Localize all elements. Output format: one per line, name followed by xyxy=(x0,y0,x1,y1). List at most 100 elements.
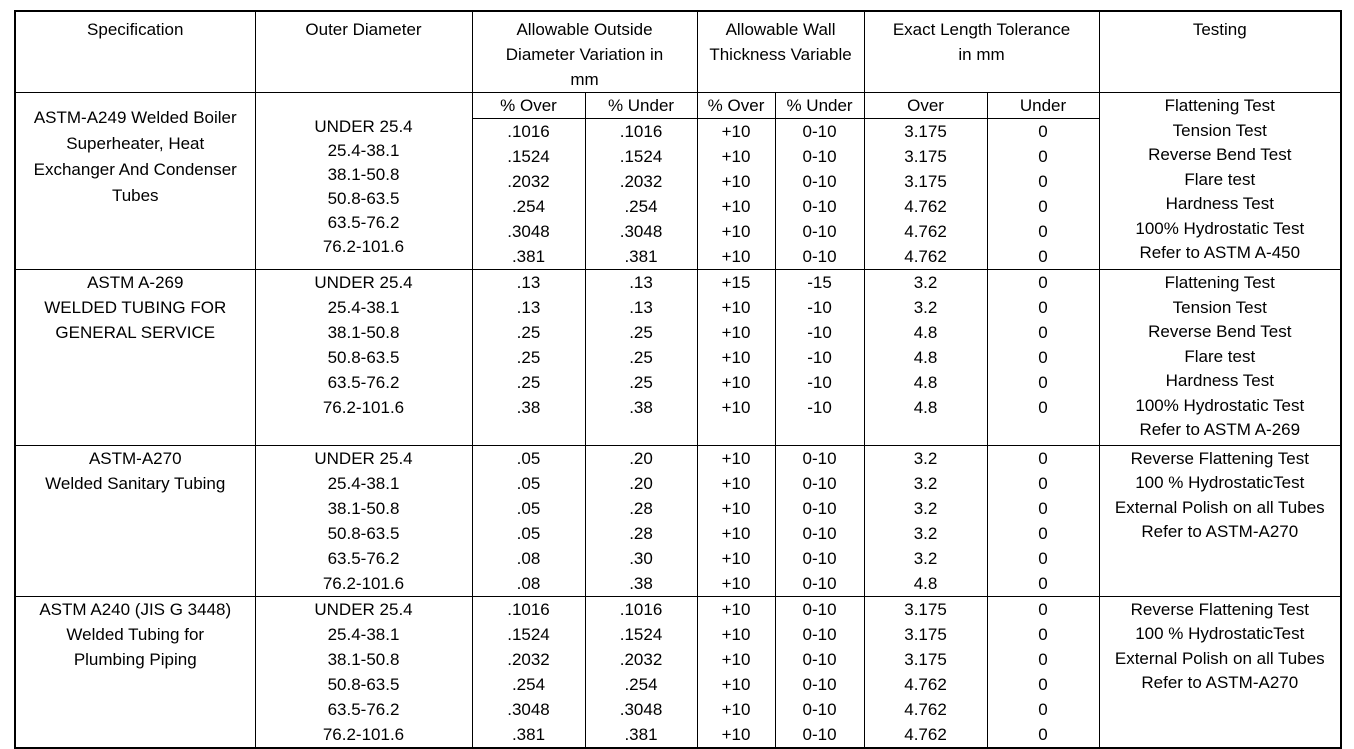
data-cell: .38 xyxy=(471,395,586,420)
data-cell: 0 xyxy=(986,621,1100,647)
data-cell: 0 xyxy=(986,470,1100,496)
table-row: .3048.3048 +10 0-10 4.762 0 xyxy=(15,219,1341,244)
data-cell: .381 xyxy=(584,721,698,748)
data-cell: +10 xyxy=(696,169,776,194)
data-cell: +10 xyxy=(696,194,776,219)
table-row: 76.2-101.6.08.38 +10 0-10 4.8 0 xyxy=(15,570,1341,596)
table-row: 50.8-63.5.25.25 +10 -10 4.8 0 xyxy=(15,345,1341,370)
data-cell: -10 xyxy=(774,395,865,420)
data-cell: 0-10 xyxy=(774,169,865,194)
table-row: 25.4-38.1.05.20 +10 0-10 3.2 0 xyxy=(15,470,1341,496)
tubing-specs-table: Specification Outer Diameter Allowable O… xyxy=(14,10,1343,749)
data-cell: 3.175 xyxy=(863,169,988,194)
data-cell: 0 xyxy=(986,194,1100,219)
data-cell: 0 xyxy=(986,370,1100,395)
data-cell: 0-10 xyxy=(774,696,865,722)
data-cell: 4.8 xyxy=(863,570,988,596)
od-cell: 63.5-76.2 xyxy=(254,370,473,395)
data-cell: .20 xyxy=(584,470,698,496)
table-row: 63.5-76.2.08.30 +10 0-10 3.2 0 xyxy=(15,545,1341,571)
od-header-cell: Outer Diameter xyxy=(254,11,473,93)
data-cell: 3.175 xyxy=(863,621,988,647)
table-header-row: Specification Outer Diameter Allowable O… xyxy=(14,11,1342,93)
data-cell: +10 xyxy=(696,219,776,244)
data-cell: 0-10 xyxy=(774,470,865,496)
table-row: 25.4-38.1.1524.1524 +10 0-10 3.175 0 xyxy=(15,621,1341,647)
od-cell: 63.5-76.2 xyxy=(254,696,473,722)
data-cell: +10 xyxy=(696,495,776,521)
data-cell: 4.762 xyxy=(863,194,988,219)
data-cell: .254 xyxy=(471,194,586,219)
subheader-cell: Over xyxy=(863,92,988,119)
od-cell xyxy=(254,420,473,445)
data-cell: 4.762 xyxy=(863,696,988,722)
data-cell: 0 xyxy=(986,696,1100,722)
data-cell: 0 xyxy=(986,118,1100,144)
data-cell: .1016 xyxy=(471,595,586,622)
data-cell: .2032 xyxy=(584,646,698,672)
data-cell: +10 xyxy=(696,545,776,571)
data-cell: .254 xyxy=(584,194,698,219)
data-cell: 4.8 xyxy=(863,320,988,345)
data-cell: .381 xyxy=(471,721,586,748)
data-cell: .3048 xyxy=(471,219,586,244)
data-cell: 3.2 xyxy=(863,495,988,521)
table-body: ASTM-A249 Welded Boiler Superheater, Hea… xyxy=(14,92,1342,748)
od-cell: UNDER 25.4 xyxy=(254,269,473,295)
spec-cell: ASTM-A249 Welded Boiler Superheater, Hea… xyxy=(14,92,256,270)
data-cell: 0-10 xyxy=(774,444,865,471)
data-cell: -10 xyxy=(774,345,865,370)
data-cell: +10 xyxy=(696,345,776,370)
data-cell: -10 xyxy=(774,370,865,395)
data-cell: .05 xyxy=(471,444,586,471)
data-cell: .3048 xyxy=(584,219,698,244)
data-cell: .05 xyxy=(471,495,586,521)
data-cell: .25 xyxy=(584,345,698,370)
data-cell: +10 xyxy=(696,444,776,471)
table-row xyxy=(15,420,1341,445)
table-row: 50.8-63.5.05.28 +10 0-10 3.2 0 xyxy=(15,520,1341,546)
data-cell: .13 xyxy=(584,269,698,295)
data-cell: .25 xyxy=(471,345,586,370)
od-cell: 25.4-38.1 xyxy=(254,470,473,496)
data-cell: +10 xyxy=(696,696,776,722)
data-cell xyxy=(863,420,988,445)
data-cell: 0-10 xyxy=(774,244,865,270)
data-cell: .1524 xyxy=(471,144,586,169)
data-cell: .25 xyxy=(584,370,698,395)
data-cell: +10 xyxy=(696,570,776,596)
testing-header-cell: Testing xyxy=(1098,11,1342,93)
data-cell: 0 xyxy=(986,671,1100,697)
data-cell: +10 xyxy=(696,320,776,345)
data-cell: .254 xyxy=(584,671,698,697)
data-cell: 0 xyxy=(986,219,1100,244)
data-cell: 3.2 xyxy=(863,444,988,471)
data-cell: .25 xyxy=(471,370,586,395)
table-row: .1524.1524 +10 0-10 3.175 0 xyxy=(15,144,1341,169)
data-cell: .38 xyxy=(584,395,698,420)
testing-cell: Reverse Flattening Test 100 % Hydrostati… xyxy=(1098,444,1342,596)
od-cell: 38.1-50.8 xyxy=(254,495,473,521)
data-cell: 0-10 xyxy=(774,194,865,219)
data-cell: 0 xyxy=(986,545,1100,571)
data-cell: 0 xyxy=(986,444,1100,471)
adv-group-header: Allowable Outside Diameter Variation in … xyxy=(471,11,698,93)
data-cell: .13 xyxy=(471,295,586,320)
data-cell: .13 xyxy=(471,269,586,295)
data-cell: .13 xyxy=(584,295,698,320)
data-cell: 0-10 xyxy=(774,219,865,244)
spec-cell: ASTM A240 (JIS G 3448) Welded Tubing for… xyxy=(14,595,256,748)
subheader-cell: % Under xyxy=(584,92,698,119)
data-cell: .05 xyxy=(471,520,586,546)
data-cell: 0 xyxy=(986,169,1100,194)
data-cell: +10 xyxy=(696,295,776,320)
table-row: ASTM-A270 Welded Sanitary Tubing UNDER 25… xyxy=(14,444,1342,596)
data-cell: 0 xyxy=(986,144,1100,169)
od-cell: 38.1-50.8 xyxy=(254,320,473,345)
wall-group-header: Allowable Wall Thickness Variable xyxy=(696,11,865,93)
data-cell: 3.175 xyxy=(863,144,988,169)
table-row: 38.1-50.8.25.25 +10 -10 4.8 0 xyxy=(15,320,1341,345)
data-cell: 3.2 xyxy=(863,295,988,320)
data-cell: 0 xyxy=(986,520,1100,546)
table-row: .381.381 +10 0-10 4.762 0 xyxy=(15,244,1341,270)
